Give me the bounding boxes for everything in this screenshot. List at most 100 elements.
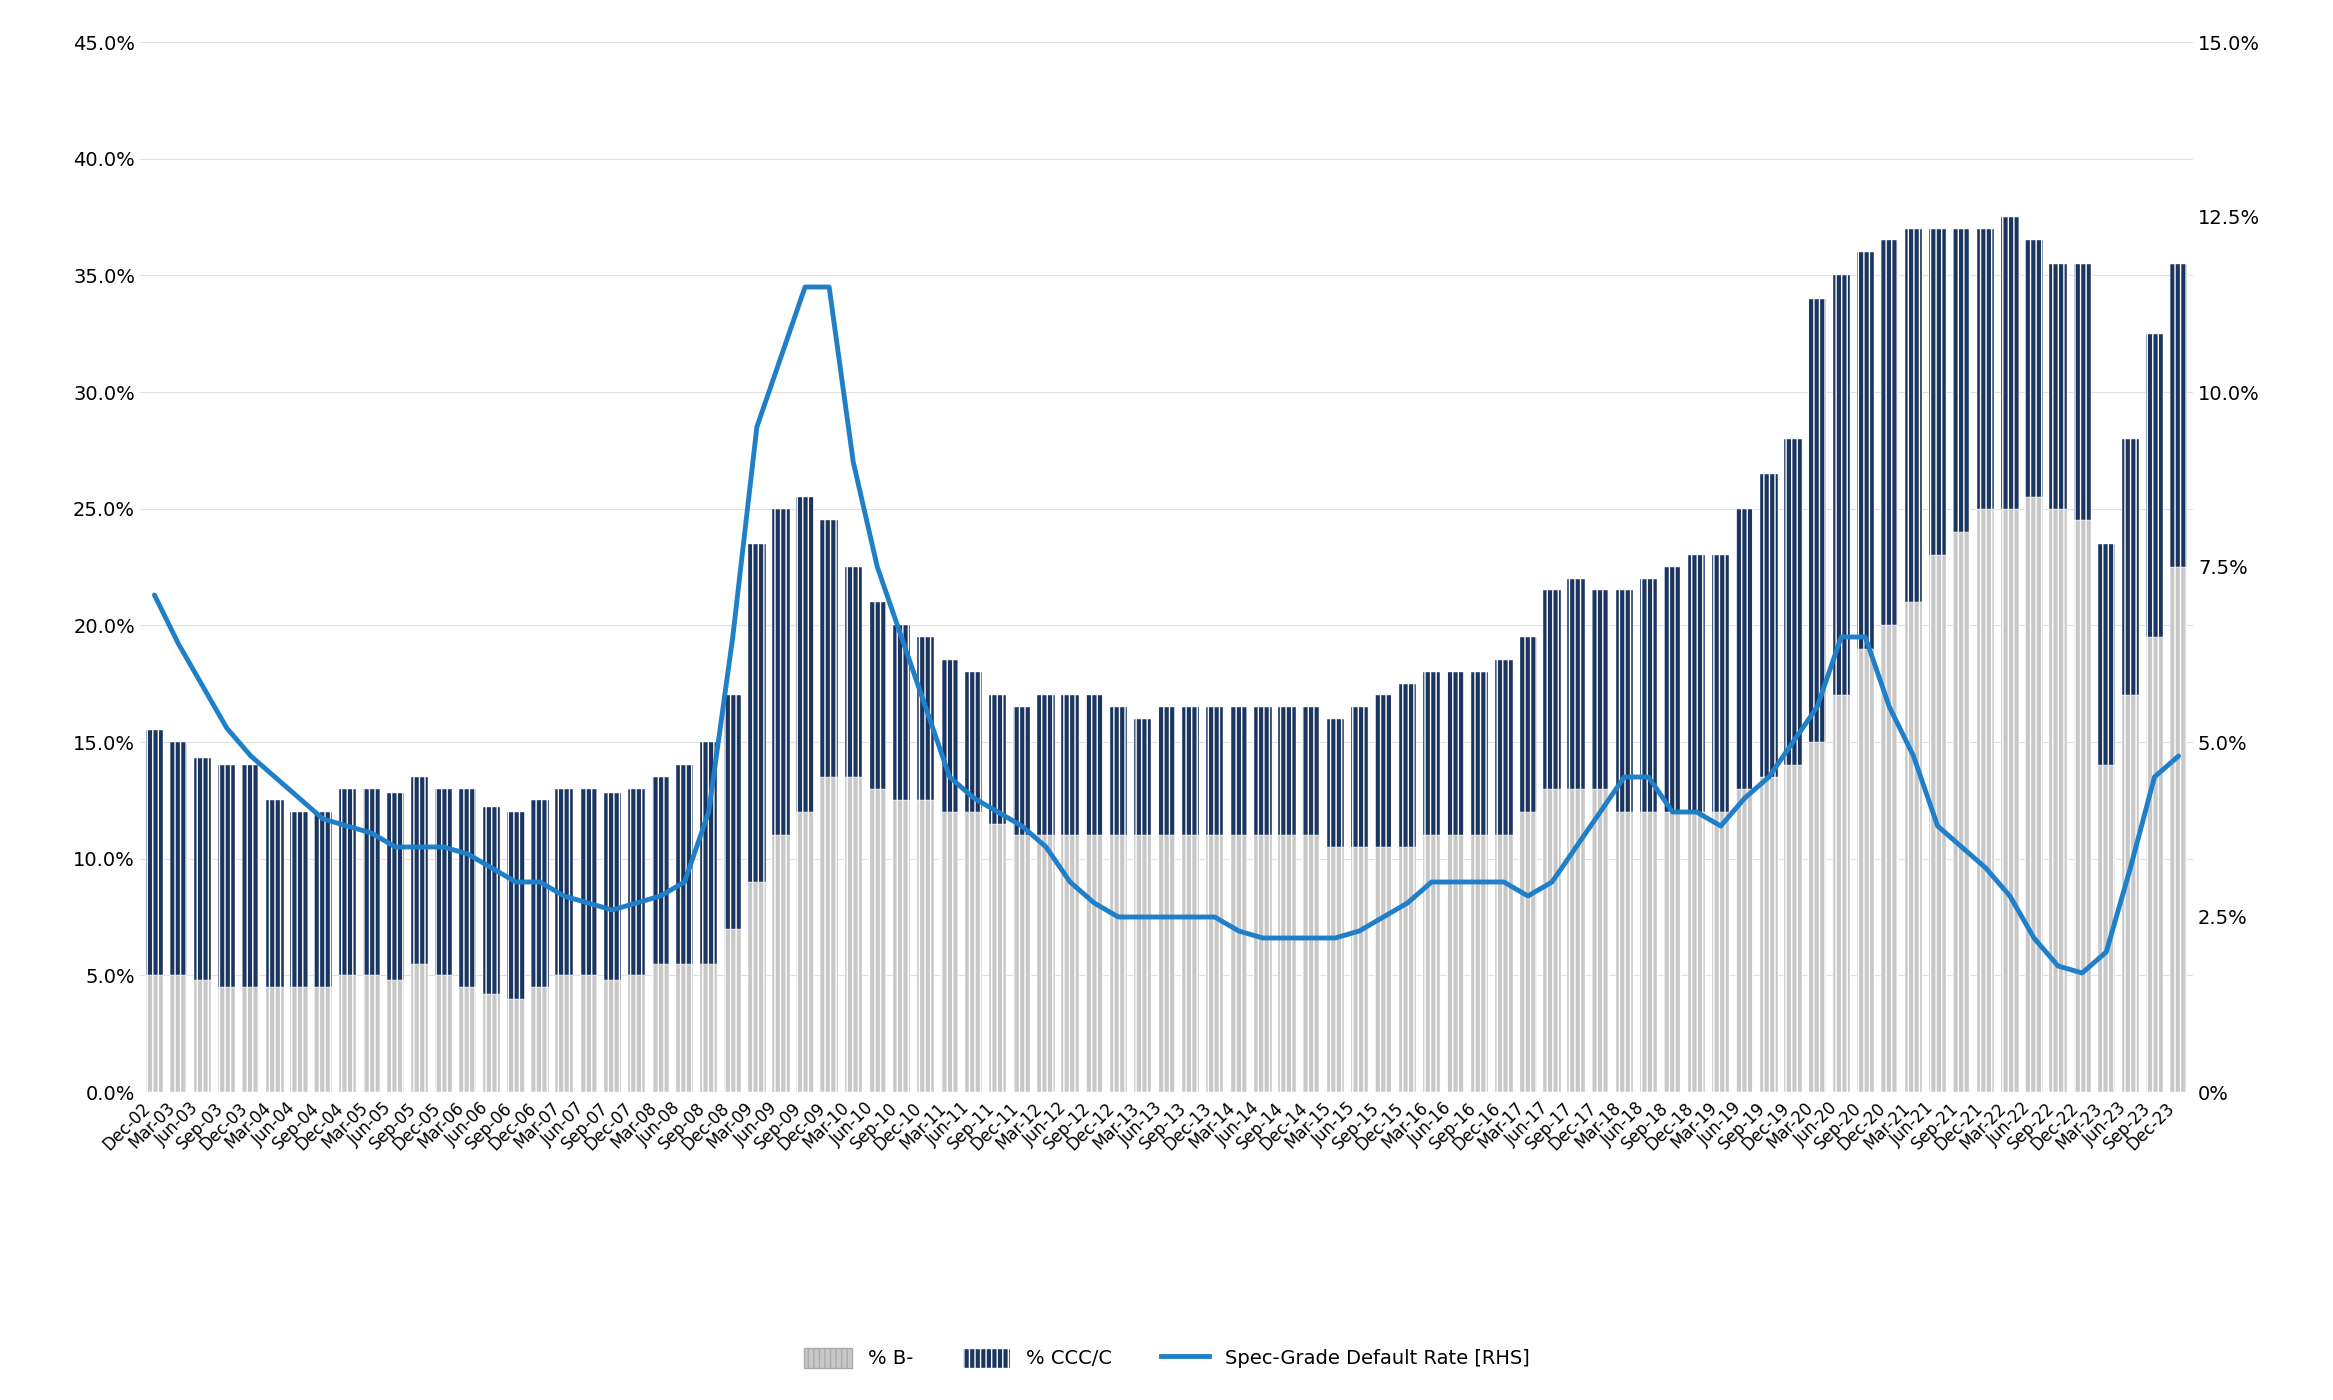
Bar xyxy=(677,963,693,1092)
Bar xyxy=(1929,556,1946,1092)
Bar xyxy=(772,836,789,1092)
Bar xyxy=(1400,847,1416,1092)
Bar xyxy=(411,963,429,1092)
Bar xyxy=(2097,766,2116,1092)
Bar xyxy=(604,980,621,1092)
Bar xyxy=(1302,836,1320,1092)
Bar xyxy=(1111,836,1127,1092)
Bar xyxy=(1278,836,1295,1092)
Bar xyxy=(917,801,933,1092)
Bar xyxy=(243,766,259,987)
Bar xyxy=(2146,637,2163,1092)
Line: Spec-Grade Default Rate [RHS]: Spec-Grade Default Rate [RHS] xyxy=(154,287,2179,973)
Bar xyxy=(966,672,982,812)
Bar xyxy=(723,696,742,928)
Bar xyxy=(1495,836,1512,1092)
Bar xyxy=(1953,228,1971,532)
Spec-Grade Default Rate [RHS] xyxy=(791,279,819,295)
Bar xyxy=(362,976,380,1092)
Bar xyxy=(1808,298,1827,742)
Bar xyxy=(1929,228,1946,556)
Bar xyxy=(1206,836,1222,1092)
Bar xyxy=(1759,777,1778,1092)
Bar xyxy=(1472,672,1488,836)
Bar xyxy=(749,543,765,882)
Bar xyxy=(1495,661,1512,836)
Bar xyxy=(170,976,187,1092)
Bar xyxy=(315,987,331,1092)
Spec-Grade Default Rate [RHS] xyxy=(742,419,770,435)
Bar xyxy=(1085,836,1104,1092)
Bar xyxy=(1519,812,1537,1092)
Bar xyxy=(1278,707,1295,836)
Bar xyxy=(460,788,476,987)
Bar xyxy=(1785,438,1801,766)
Bar xyxy=(1880,626,1899,1092)
Spec-Grade Default Rate [RHS] xyxy=(2067,965,2095,981)
Bar xyxy=(1255,836,1271,1092)
Bar xyxy=(677,766,693,963)
Bar xyxy=(700,742,716,963)
Bar xyxy=(796,812,814,1092)
Bar xyxy=(1759,473,1778,777)
Bar xyxy=(1880,241,1899,626)
Bar xyxy=(1400,683,1416,847)
Bar xyxy=(845,567,861,777)
Bar xyxy=(1568,788,1584,1092)
Bar xyxy=(579,976,597,1092)
Bar xyxy=(1857,252,1873,648)
Bar xyxy=(628,976,644,1092)
Bar xyxy=(2146,333,2163,637)
Bar xyxy=(1568,578,1584,788)
Bar xyxy=(1736,508,1754,788)
Bar xyxy=(1423,836,1439,1092)
Bar xyxy=(1689,556,1705,812)
Bar xyxy=(338,788,357,976)
Bar xyxy=(434,788,453,976)
Bar xyxy=(1663,567,1682,812)
Bar xyxy=(460,987,476,1092)
Bar xyxy=(1472,836,1488,1092)
Bar xyxy=(289,987,308,1092)
Bar xyxy=(2074,263,2090,521)
Bar xyxy=(1013,836,1031,1092)
Bar xyxy=(2048,263,2067,508)
Bar xyxy=(2074,521,2090,1092)
Spec-Grade Default Rate [RHS] xyxy=(863,559,891,575)
Bar xyxy=(2025,497,2044,1092)
Bar xyxy=(1085,696,1104,836)
Bar xyxy=(821,777,838,1092)
Bar xyxy=(651,777,670,963)
Bar xyxy=(1374,696,1393,847)
Bar xyxy=(338,976,357,1092)
Bar xyxy=(2097,543,2116,766)
Bar xyxy=(1785,766,1801,1092)
Bar xyxy=(1255,707,1271,836)
Bar xyxy=(555,976,574,1092)
Bar xyxy=(1038,696,1055,836)
Bar xyxy=(2002,508,2018,1092)
Bar xyxy=(1953,532,1971,1092)
Bar xyxy=(1351,707,1367,847)
Bar xyxy=(411,777,429,963)
Bar xyxy=(2025,241,2044,497)
Bar xyxy=(145,976,163,1092)
Bar xyxy=(1712,812,1729,1092)
Bar xyxy=(940,661,959,812)
Bar xyxy=(628,788,644,976)
Bar xyxy=(1831,276,1850,696)
Bar xyxy=(217,987,236,1092)
Bar xyxy=(723,928,742,1092)
Bar xyxy=(289,812,308,987)
Bar xyxy=(1591,591,1610,788)
Bar xyxy=(1904,602,1922,1092)
Bar xyxy=(1351,847,1367,1092)
Bar xyxy=(506,998,525,1092)
Bar xyxy=(194,759,212,980)
Spec-Grade Default Rate [RHS] xyxy=(140,587,168,603)
Bar xyxy=(506,812,525,998)
Bar xyxy=(1134,718,1150,836)
Bar xyxy=(796,497,814,812)
Bar xyxy=(1134,836,1150,1092)
Bar xyxy=(266,987,285,1092)
